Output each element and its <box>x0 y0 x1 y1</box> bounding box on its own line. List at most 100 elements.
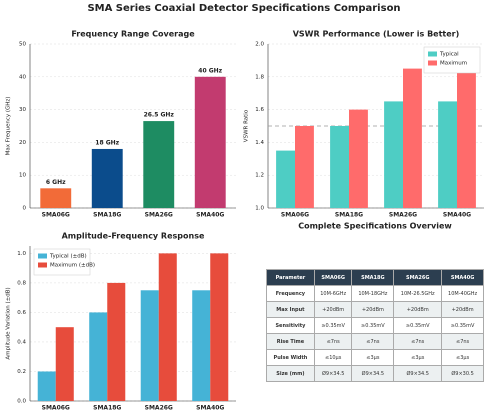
table-row: Pulse Width ≤10μs ≤3μs ≤3μs ≤3μs <box>266 349 484 366</box>
y-tick-label: 1.0 <box>255 206 264 212</box>
table-row: Max Input +20dBm +20dBm +20dBm +20dBm <box>266 301 484 318</box>
x-tick-label: SMA40G <box>196 212 224 219</box>
bar <box>107 282 126 401</box>
y-tick-label: 0.2 <box>17 369 26 375</box>
header-cell: SMA18G <box>351 269 395 286</box>
table-cell: +20dBm <box>351 301 395 318</box>
y-tick-label: 1.0 <box>17 251 26 257</box>
table-cell: +20dBm <box>441 301 484 318</box>
bar <box>91 148 123 208</box>
table-cell: ≤7ns <box>393 333 443 350</box>
x-tick-label: SMA18G <box>335 212 363 219</box>
bar <box>140 290 159 401</box>
legend-box <box>33 248 91 276</box>
table-cell: ≤7ns <box>313 333 353 350</box>
legend-label: Typical (±dB) <box>49 254 87 260</box>
legend-swatch <box>428 51 437 57</box>
table-cell: ≥0.35mV <box>351 317 395 334</box>
y-tick-label: 0.6 <box>17 310 26 316</box>
bar <box>384 101 403 208</box>
bar <box>143 121 175 208</box>
header-cell: SMA26G <box>393 269 443 286</box>
y-tick-label: 1.4 <box>255 140 264 146</box>
table-cell: 10M-40GHz <box>441 285 484 302</box>
bar <box>438 101 457 208</box>
y-tick-label: 1.2 <box>255 173 264 179</box>
figure-title: SMA Series Coaxial Detector Specificatio… <box>87 3 400 14</box>
bar <box>89 312 108 401</box>
data-label: 18 GHz <box>95 139 119 146</box>
x-tick-label: SMA40G <box>443 212 471 219</box>
table-cell: ≤7ns <box>441 333 484 350</box>
chart-title: Amplitude-Frequency Response <box>62 232 205 241</box>
table-cell: 10M-6GHz <box>313 285 353 302</box>
y-axis-label: Amplitude Variation (±dB) <box>6 287 12 359</box>
bar <box>194 76 226 208</box>
legend-label: Typical <box>439 52 459 58</box>
table-cell: Ø9×34.5 <box>313 365 353 382</box>
table-cell: +20dBm <box>313 301 353 318</box>
legend-swatch <box>38 253 47 259</box>
y-tick-label: 0 <box>23 206 27 212</box>
table-cell: ≤3μs <box>441 349 484 366</box>
bar <box>457 68 476 208</box>
table-row: Size (mm) Ø9×34.5 Ø9×34.5 Ø9×34.5 Ø9×30.5 <box>266 365 484 382</box>
bar <box>295 126 314 208</box>
table-cell: ≥0.35mV <box>441 317 484 334</box>
x-tick-label: SMA06G <box>42 212 70 219</box>
y-tick-label: 1.8 <box>255 74 264 80</box>
data-label: 40 GHz <box>198 67 222 74</box>
table-cell: +20dBm <box>393 301 443 318</box>
y-tick-label: 0.0 <box>17 399 26 405</box>
table-cell: Ø9×34.5 <box>393 365 443 382</box>
data-label: 6 GHz <box>46 179 66 186</box>
table-cell: Rise Time <box>266 333 315 350</box>
chart-title: VSWR Performance (Lower is Better) <box>293 30 460 39</box>
y-tick-label: 30 <box>19 107 26 113</box>
table-cell: Ø9×34.5 <box>351 365 395 382</box>
bar <box>40 188 72 208</box>
table-row: Frequency 10M-6GHz 10M-18GHz 10M-26.5GHz 10M… <box>266 285 484 302</box>
legend-label: Maximum <box>440 61 467 67</box>
table-cell: Ø9×30.5 <box>441 365 484 382</box>
table-row: Sensitivity ≥0.35mV ≥0.35mV ≥0.35mV ≥0.35mV <box>266 317 484 334</box>
table-cell: Sensitivity <box>266 317 315 334</box>
y-tick-label: 0.8 <box>17 280 26 286</box>
table-cell: ≥0.35mV <box>393 317 443 334</box>
bar <box>210 253 229 401</box>
table-cell: Size (mm) <box>266 365 315 382</box>
table-header-row: Parameter SMA06G SMA18G SMA26G SMA40G <box>266 269 484 286</box>
table-title: Complete Specifications Overview <box>298 222 452 231</box>
table-cell: ≤3μs <box>393 349 443 366</box>
table-cell: 10M-26.5GHz <box>393 285 443 302</box>
y-tick-label: 50 <box>19 42 26 48</box>
table-row: Rise Time ≤7ns ≤7ns ≤7ns ≤7ns <box>266 333 484 350</box>
table-cell: 10M-18GHz <box>351 285 395 302</box>
table-cell: Pulse Width <box>266 349 315 366</box>
legend-swatch <box>428 60 437 66</box>
chart-title: Frequency Range Coverage <box>71 30 195 39</box>
header-cell: Parameter <box>266 269 315 286</box>
y-axis-label: VSWR Ratio <box>244 109 250 142</box>
bar <box>330 126 349 208</box>
bar <box>37 371 56 401</box>
bar <box>276 150 295 208</box>
x-tick-label: SMA40G <box>196 405 224 412</box>
y-tick-label: 2.0 <box>255 42 264 48</box>
y-tick-label: 1.6 <box>255 107 264 113</box>
x-tick-label: SMA26G <box>145 405 173 412</box>
x-tick-label: SMA26G <box>145 212 173 219</box>
spec-table: Parameter SMA06G SMA18G SMA26G SMA40G Frequen… <box>266 269 484 382</box>
y-tick-label: 40 <box>19 74 26 80</box>
x-tick-label: SMA26G <box>389 212 417 219</box>
table-cell: ≥0.35mV <box>313 317 353 334</box>
table-cell: ≤10μs <box>313 349 353 366</box>
x-tick-label: SMA18G <box>93 212 121 219</box>
bar <box>403 68 422 208</box>
y-tick-label: 20 <box>19 140 26 146</box>
table-cell: Max Input <box>266 301 315 318</box>
header-cell: SMA40G <box>441 269 484 286</box>
header-cell: SMA06G <box>313 269 353 286</box>
